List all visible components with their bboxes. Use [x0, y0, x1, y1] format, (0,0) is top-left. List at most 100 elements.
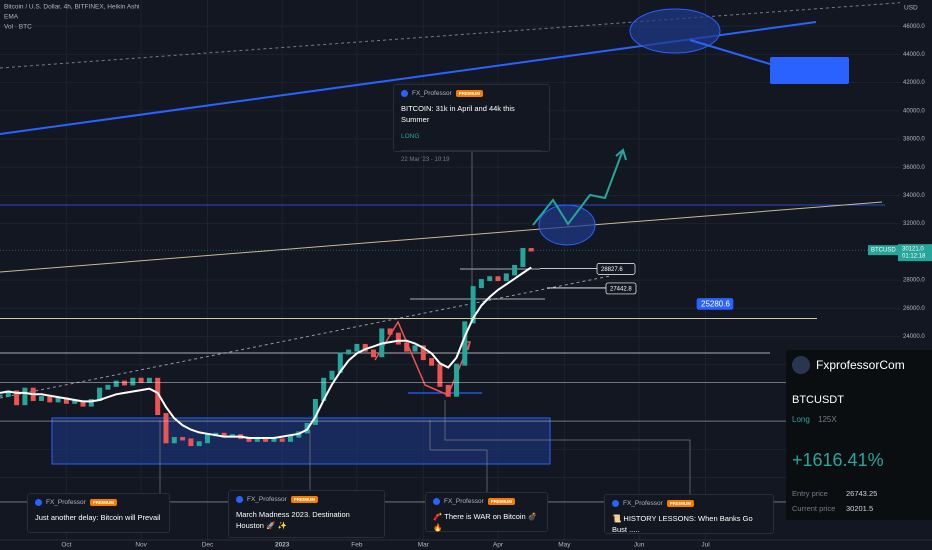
brand: FxprofessorCom — [816, 358, 905, 372]
candle — [429, 358, 435, 366]
candle — [63, 397, 69, 404]
avatar — [401, 90, 408, 97]
level-label: 28827.6 — [601, 267, 623, 273]
candle — [420, 345, 426, 361]
y-tick-label: 44000.0 — [903, 52, 925, 58]
idea-card[interactable]: FX_Professor PREMIUM 🧨 There is WAR on Bit… — [425, 492, 548, 532]
idea-card[interactable]: FX_Professor PREMIUM March Madness 2023. D… — [228, 490, 385, 538]
idea-card[interactable]: FX_Professor PREMIUM BITCOIN: 31k in April… — [393, 84, 550, 163]
candle — [113, 380, 119, 387]
symbol: BTCUSDT — [792, 394, 844, 406]
avatar — [792, 356, 810, 374]
idea-card[interactable]: FX_Professor PREMIUM 📜 HISTORY LESSONS: Wh… — [604, 494, 774, 534]
candle — [462, 321, 468, 366]
candle — [528, 248, 534, 252]
current-label: Current price — [792, 504, 836, 513]
idea-card[interactable]: FX_Professor PREMIUM Just another delay: B… — [27, 493, 170, 533]
x-tick-label: Oct — [61, 542, 71, 549]
y-tick-label: 28000.0 — [903, 278, 925, 284]
idea-author: FX_Professor — [46, 499, 86, 506]
legend-entry: EMA — [4, 14, 19, 21]
pnl-panel: FxprofessorCom BTCUSDT Long 125X +1616.4… — [786, 350, 932, 520]
idea-author-row: FX_Professor PREMIUM — [433, 498, 540, 505]
avatar — [433, 498, 440, 505]
level-box — [605, 282, 637, 295]
leverage: 125X — [818, 415, 837, 424]
y-tick-label: 26000.0 — [903, 306, 925, 312]
candle — [454, 363, 459, 397]
last-price-tag — [898, 244, 932, 262]
idea-title: 📜 HISTORY LESSONS: When Banks Go Bust ..… — [612, 514, 753, 534]
candle — [72, 400, 78, 404]
candle — [180, 437, 186, 441]
badge: PREMIUM — [290, 496, 318, 503]
candle — [171, 437, 177, 444]
projection-path — [532, 149, 624, 226]
callout-box — [770, 57, 849, 84]
candle — [362, 343, 368, 352]
candle — [14, 390, 20, 406]
symbol-tag — [868, 245, 898, 256]
x-tick-label: Nov — [135, 542, 147, 549]
x-tick-label: Jul — [701, 542, 710, 549]
idea-author: FX_Professor — [412, 90, 452, 97]
y-tick-label: 24000.0 — [903, 334, 925, 340]
candle — [371, 349, 376, 358]
trendline — [0, 275, 611, 399]
candle — [495, 276, 501, 282]
candle — [321, 377, 327, 401]
y-tick-label: 40000.0 — [903, 108, 925, 114]
candle — [0, 394, 3, 397]
countdown: 01:12:18 — [902, 254, 926, 260]
candle — [404, 342, 410, 352]
candle — [387, 328, 393, 335]
candle — [105, 384, 111, 390]
candle — [163, 413, 169, 444]
candle — [478, 279, 484, 289]
entry-label: Entry price — [792, 489, 828, 498]
level-box — [596, 263, 636, 275]
y-tick-label: 32000.0 — [903, 221, 925, 227]
y-tick-label: 38000.0 — [903, 137, 925, 143]
side: Long — [792, 415, 810, 424]
y-tick-label: 42000.0 — [903, 80, 925, 86]
callout-line — [689, 39, 771, 65]
idea-date: 22 Mar '23 - 10:19 — [401, 150, 542, 163]
badge: PREMIUM — [666, 500, 694, 507]
ema-line — [0, 266, 532, 439]
idea-author-row: FX_Professor PREMIUM — [236, 496, 377, 503]
chart-title: Bitcoin / U.S. Dollar, 4h, BITFINEX, Hei… — [4, 4, 139, 11]
candle — [155, 377, 161, 416]
target-ellipse — [629, 8, 721, 54]
candle — [329, 370, 335, 380]
candle — [254, 437, 260, 442]
axis-unit: USD — [904, 5, 918, 12]
last-price-label: 30121.0 — [902, 247, 924, 253]
candle — [445, 384, 451, 397]
idea-author-row: FX_Professor PREMIUM — [35, 499, 162, 506]
idea-title: 🧨 There is WAR on Bitcoin 💣🔥 — [433, 512, 538, 532]
idea-title: Just another delay: Bitcoin will Prevail — [35, 513, 161, 522]
candle — [470, 286, 476, 324]
badge: PREMIUM — [89, 499, 117, 506]
candle — [188, 438, 194, 447]
legend-entry: Vol · BTC — [4, 24, 32, 31]
candle — [512, 264, 518, 276]
candle — [437, 363, 443, 387]
idea-author-row: FX_Professor PREMIUM — [612, 500, 766, 507]
candle — [221, 432, 227, 438]
current: 30201.5 — [846, 504, 874, 513]
symbol-tag-label: BTCUSD — [871, 248, 896, 254]
target-ellipse — [538, 204, 596, 246]
badge: PREMIUM — [487, 498, 515, 505]
projection-arrow — [615, 148, 627, 161]
x-tick-label: Mar — [418, 542, 430, 549]
candle — [246, 437, 252, 442]
x-tick-label: Jun — [634, 542, 645, 549]
candle — [205, 434, 210, 444]
level-label: 25280.6 — [701, 300, 730, 309]
candle — [263, 437, 269, 442]
badge: PREMIUM — [455, 90, 483, 97]
candle — [55, 397, 61, 403]
